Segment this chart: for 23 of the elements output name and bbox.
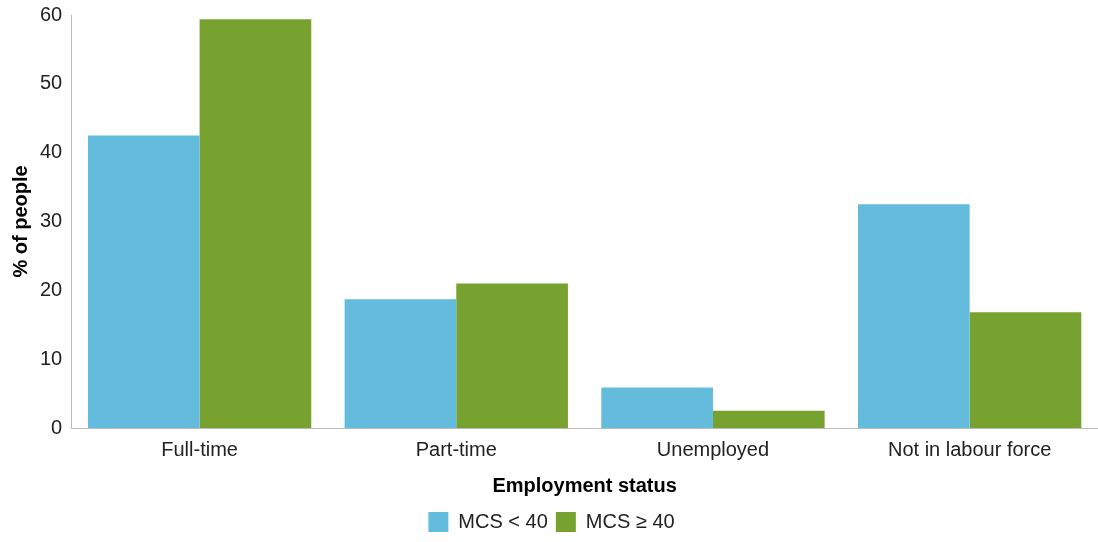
y-tick-label: 20 bbox=[40, 277, 63, 300]
y-tick-label: 10 bbox=[40, 346, 63, 369]
legend-label: MCS ≥ 40 bbox=[585, 509, 675, 532]
y-tick-label: 50 bbox=[40, 71, 63, 94]
bar bbox=[344, 299, 457, 428]
bar bbox=[601, 387, 713, 428]
y-tick-label: 40 bbox=[40, 140, 63, 163]
y-tick-label: 0 bbox=[51, 415, 63, 438]
x-tick-label: Part-time bbox=[415, 437, 497, 460]
bar bbox=[712, 410, 825, 428]
x-tick-label: Full-time bbox=[161, 437, 238, 460]
x-tick-label: Not in labour force bbox=[887, 437, 1052, 460]
legend-label: MCS < 40 bbox=[458, 509, 548, 532]
bar bbox=[858, 204, 970, 428]
x-tick-label: Unemployed bbox=[656, 437, 770, 460]
x-axis-title: Employment status bbox=[492, 473, 677, 496]
bar bbox=[199, 19, 312, 428]
bar bbox=[456, 283, 568, 428]
y-tick-label: 60 bbox=[40, 2, 63, 25]
bar bbox=[87, 135, 200, 428]
y-tick-label: 30 bbox=[40, 209, 63, 232]
bar bbox=[969, 312, 1082, 428]
y-axis-title: % of people bbox=[8, 165, 31, 278]
